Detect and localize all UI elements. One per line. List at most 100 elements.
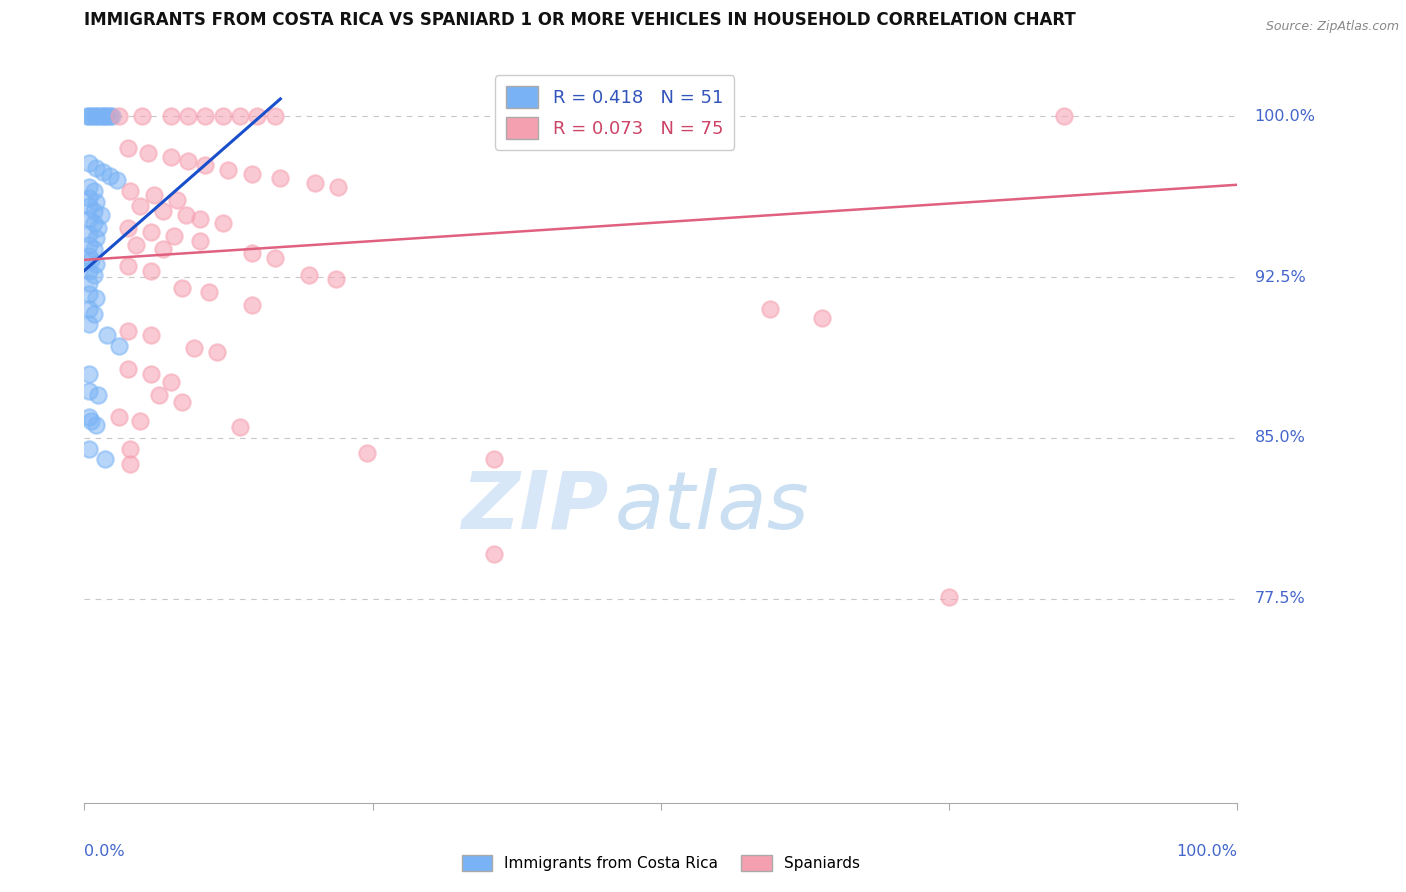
Point xyxy=(240,298,263,312)
Point xyxy=(84,231,107,245)
Point xyxy=(298,268,321,282)
Point xyxy=(229,420,252,434)
Point xyxy=(326,180,349,194)
Point xyxy=(136,145,159,160)
Point xyxy=(198,285,221,299)
Point xyxy=(205,345,228,359)
Point xyxy=(84,292,107,306)
Point xyxy=(91,109,114,123)
Point xyxy=(87,220,110,235)
Point xyxy=(84,161,107,175)
Point xyxy=(80,252,103,267)
Point xyxy=(94,109,117,123)
Point xyxy=(117,141,139,155)
Point xyxy=(91,165,114,179)
Point xyxy=(117,324,139,338)
Point xyxy=(120,184,142,198)
Text: 100.0%: 100.0% xyxy=(1177,844,1237,858)
Point xyxy=(188,212,211,227)
Point xyxy=(77,409,100,424)
Text: 92.5%: 92.5% xyxy=(1254,269,1305,285)
Point xyxy=(77,277,100,291)
Point xyxy=(229,109,252,123)
Point xyxy=(117,260,139,274)
Point xyxy=(77,287,100,301)
Text: ZIP: ZIP xyxy=(461,467,609,546)
Point xyxy=(263,109,285,123)
Point xyxy=(172,281,194,295)
Point xyxy=(211,216,233,230)
Point xyxy=(80,109,103,123)
Point xyxy=(84,418,107,433)
Point xyxy=(128,414,150,428)
Point xyxy=(160,375,183,389)
Point xyxy=(77,199,100,213)
Point xyxy=(77,318,100,332)
Point xyxy=(240,246,263,260)
Point xyxy=(108,409,131,424)
Legend: Immigrants from Costa Rica, Spaniards: Immigrants from Costa Rica, Spaniards xyxy=(456,849,866,877)
Point xyxy=(482,547,505,561)
Point xyxy=(117,220,139,235)
Point xyxy=(94,452,117,467)
Point xyxy=(938,590,960,604)
Text: atlas: atlas xyxy=(614,467,810,546)
Point xyxy=(141,328,163,343)
Point xyxy=(96,109,118,123)
Point xyxy=(77,249,100,263)
Text: 77.5%: 77.5% xyxy=(1254,591,1305,607)
Point xyxy=(96,328,118,343)
Point xyxy=(811,310,834,325)
Point xyxy=(246,109,269,123)
Point xyxy=(77,180,100,194)
Point xyxy=(120,457,142,471)
Point xyxy=(83,268,105,282)
Point xyxy=(89,208,111,222)
Point xyxy=(160,109,183,123)
Point xyxy=(83,184,105,198)
Point xyxy=(759,302,782,317)
Point xyxy=(177,154,200,169)
Text: 0.0%: 0.0% xyxy=(84,844,125,858)
Point xyxy=(77,212,100,227)
Point xyxy=(152,242,174,256)
Point xyxy=(141,263,163,277)
Point xyxy=(211,109,233,123)
Point xyxy=(77,237,100,252)
Point xyxy=(83,109,105,123)
Point xyxy=(163,229,186,244)
Point xyxy=(131,109,153,123)
Point xyxy=(84,109,107,123)
Point xyxy=(83,203,105,218)
Point xyxy=(87,109,110,123)
Point xyxy=(76,109,98,123)
Point xyxy=(240,167,263,181)
Point xyxy=(172,394,194,409)
Point xyxy=(108,339,131,353)
Point xyxy=(152,203,174,218)
Point xyxy=(142,188,165,202)
Text: 100.0%: 100.0% xyxy=(1254,109,1316,124)
Point xyxy=(89,109,111,123)
Point xyxy=(77,191,100,205)
Point xyxy=(105,173,128,187)
Point xyxy=(194,158,217,172)
Point xyxy=(77,227,100,241)
Point xyxy=(304,176,326,190)
Point xyxy=(1053,109,1076,123)
Point xyxy=(125,237,148,252)
Point xyxy=(101,109,124,123)
Point xyxy=(120,442,142,456)
Point xyxy=(356,446,378,460)
Point xyxy=(77,367,100,381)
Point xyxy=(194,109,217,123)
Point xyxy=(128,199,150,213)
Point xyxy=(160,150,183,164)
Point xyxy=(177,109,200,123)
Point xyxy=(263,251,285,265)
Text: Source: ZipAtlas.com: Source: ZipAtlas.com xyxy=(1265,20,1399,33)
Point xyxy=(77,263,100,277)
Point xyxy=(87,388,110,402)
Point xyxy=(77,442,100,456)
Legend: R = 0.418   N = 51, R = 0.073   N = 75: R = 0.418 N = 51, R = 0.073 N = 75 xyxy=(495,75,734,150)
